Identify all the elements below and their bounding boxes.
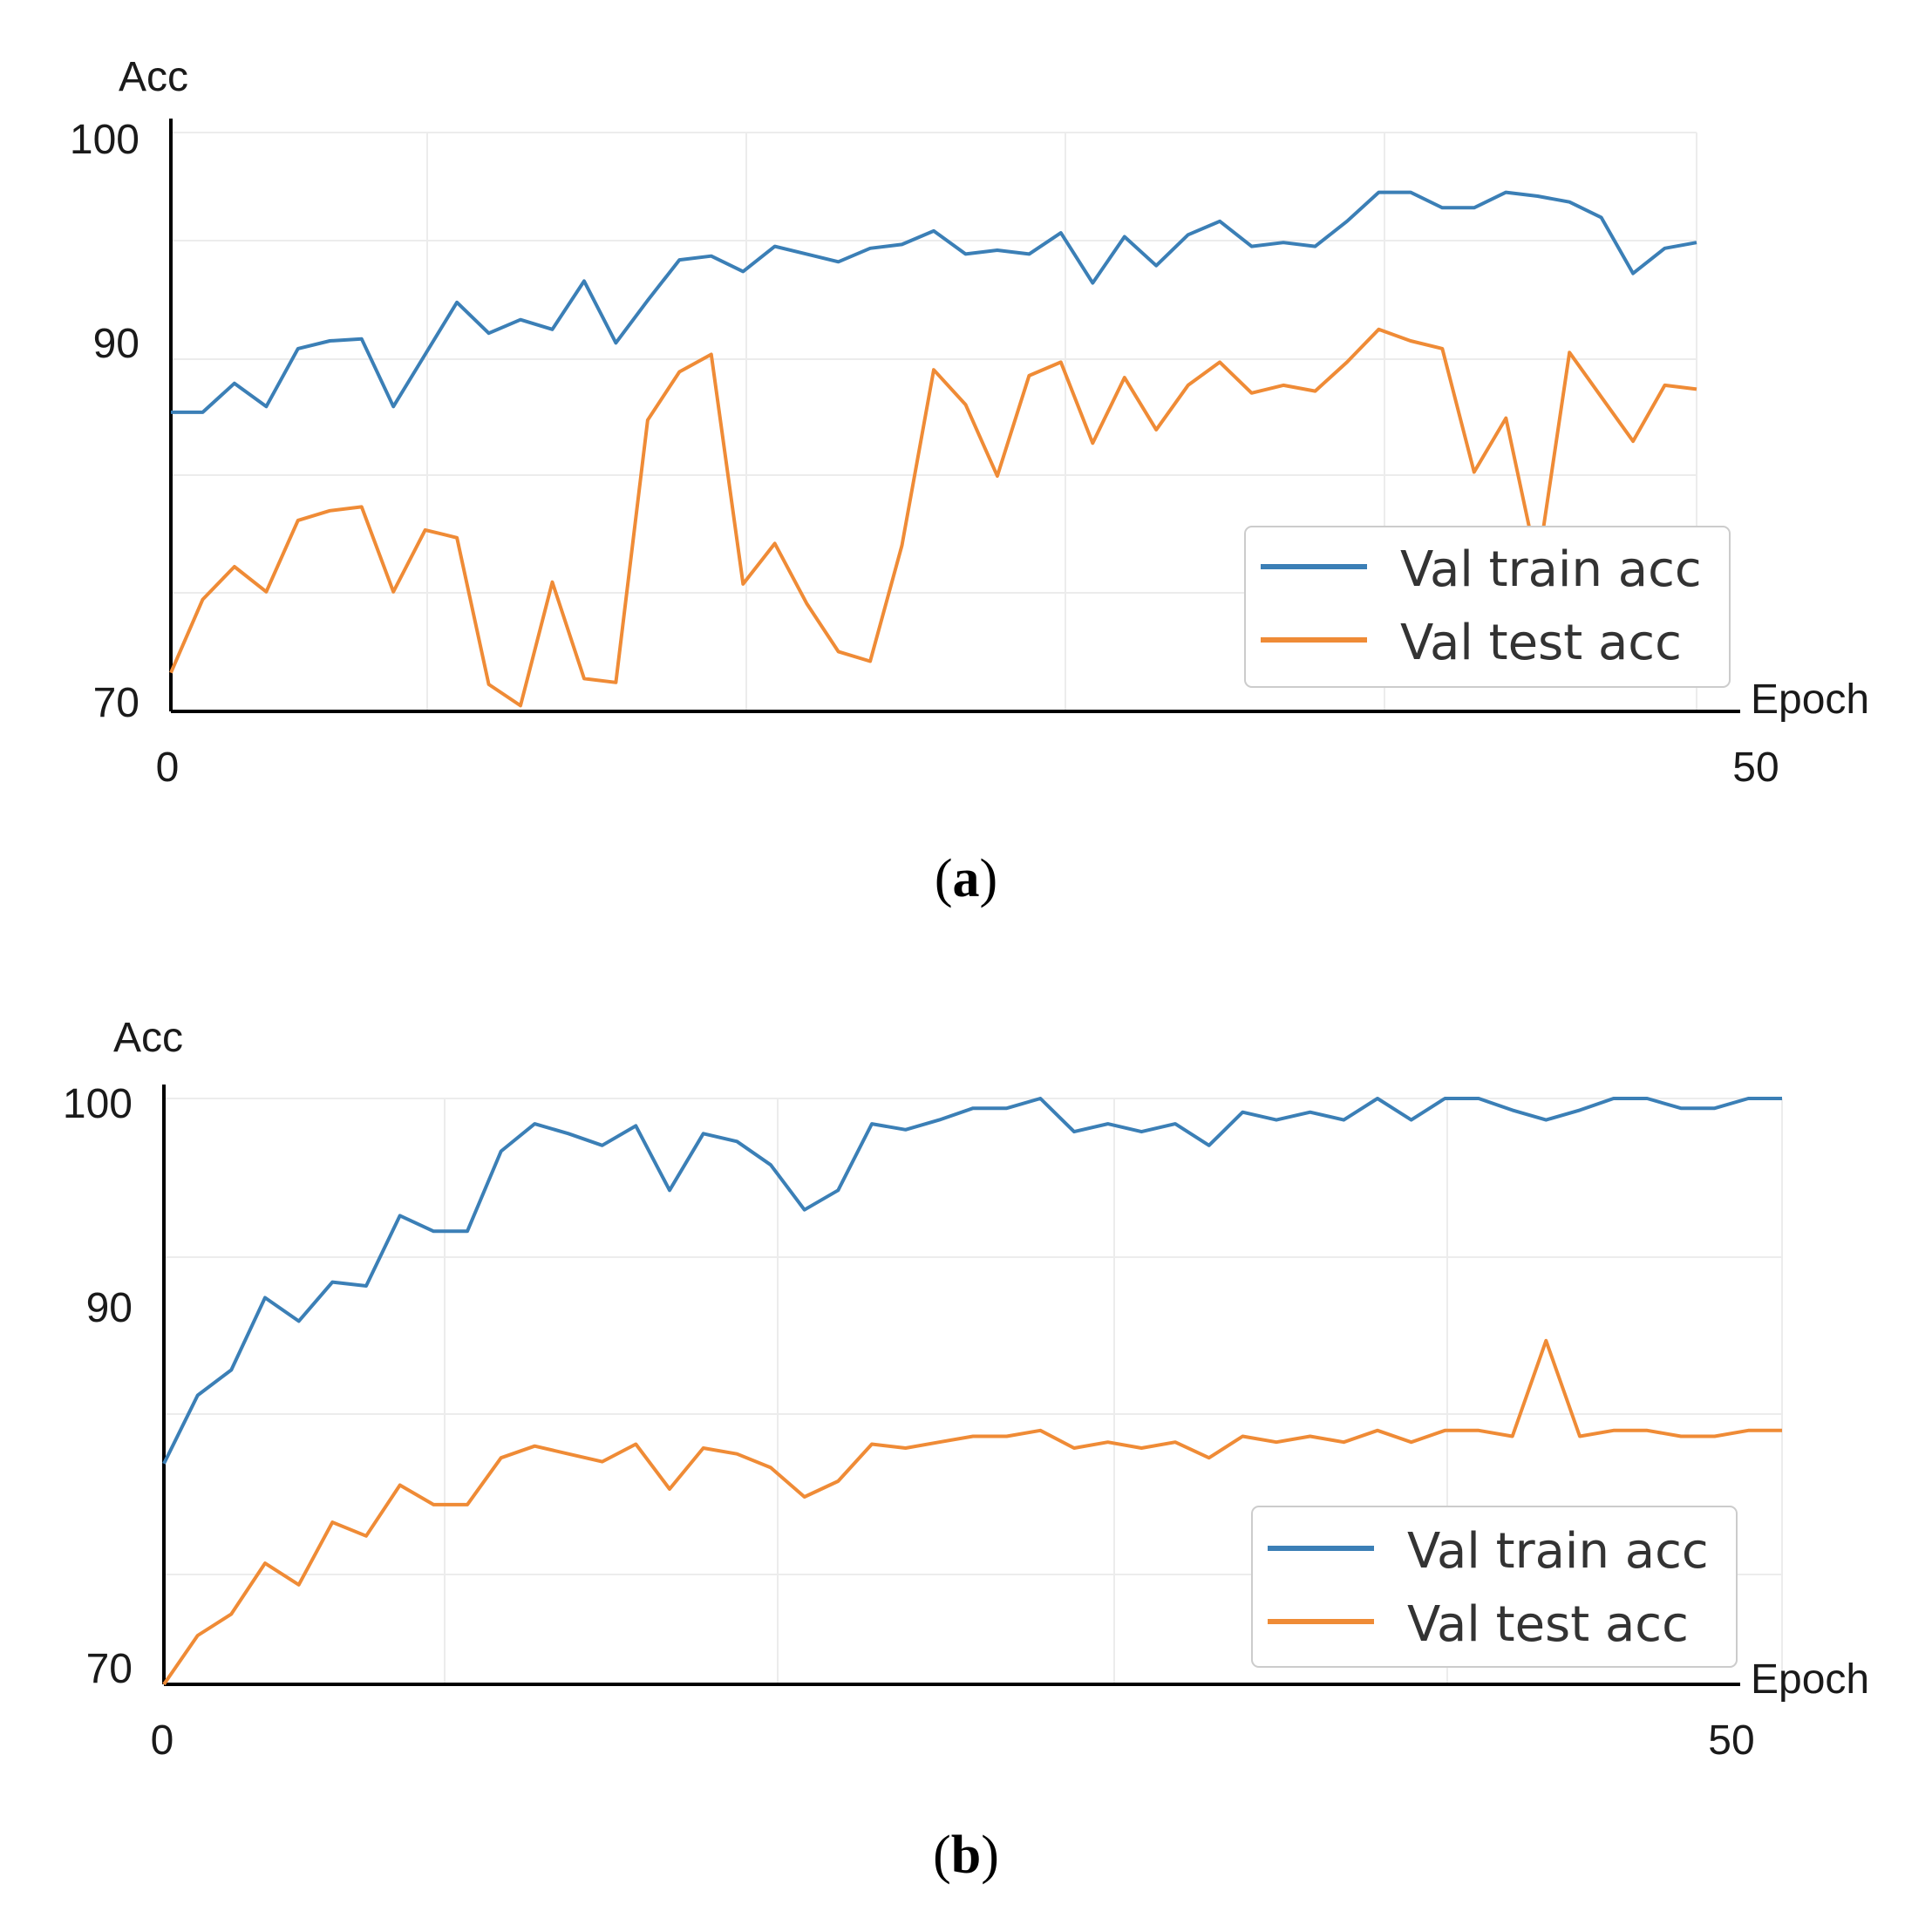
x-tick-label: 50 (1732, 745, 1779, 791)
series-line-train (171, 190, 1697, 414)
caption-letter: a (953, 849, 980, 908)
chart-panel-a: Acc Epoch 100 90 70 0 50 Val train acc V… (70, 54, 1869, 908)
y-tick-label: 100 (70, 117, 139, 163)
legend: Val train acc Val test acc (1244, 526, 1731, 688)
x-axis-label: Epoch (1751, 1656, 1869, 1703)
legend-label-train: Val train acc (1407, 1523, 1709, 1580)
grid (163, 1098, 1783, 1684)
y-axis-label: Acc (113, 1015, 183, 1061)
legend-label-train: Val train acc (1400, 541, 1702, 598)
series-line-train (162, 1097, 1782, 1465)
series-group (169, 190, 1697, 708)
series-line-test (162, 1338, 1782, 1686)
panel-caption-a: (a) (935, 849, 997, 908)
y-tick-label: 70 (86, 1646, 133, 1692)
legend: Val train acc Val test acc (1251, 1506, 1738, 1668)
panel-caption-b: (b) (933, 1826, 999, 1885)
x-tick-label: 50 (1708, 1717, 1754, 1764)
chart-panel-b: Acc Epoch 100 90 70 0 50 Val train acc V… (63, 1015, 1869, 1885)
grid (170, 132, 1697, 711)
y-axis-label: Acc (119, 54, 188, 100)
x-tick-label: 0 (156, 745, 180, 791)
y-tick-label: 70 (93, 680, 139, 726)
legend-label-test: Val test acc (1400, 615, 1682, 671)
legend-label-test: Val test acc (1407, 1596, 1689, 1653)
x-tick-label: 0 (151, 1717, 174, 1764)
caption-letter: b (951, 1826, 981, 1885)
y-tick-label: 100 (63, 1081, 133, 1127)
series-line-test (169, 327, 1697, 708)
series-group (162, 1097, 1782, 1686)
y-tick-label: 90 (93, 321, 139, 367)
x-axis-label: Epoch (1751, 677, 1869, 723)
y-tick-label: 90 (86, 1285, 133, 1331)
